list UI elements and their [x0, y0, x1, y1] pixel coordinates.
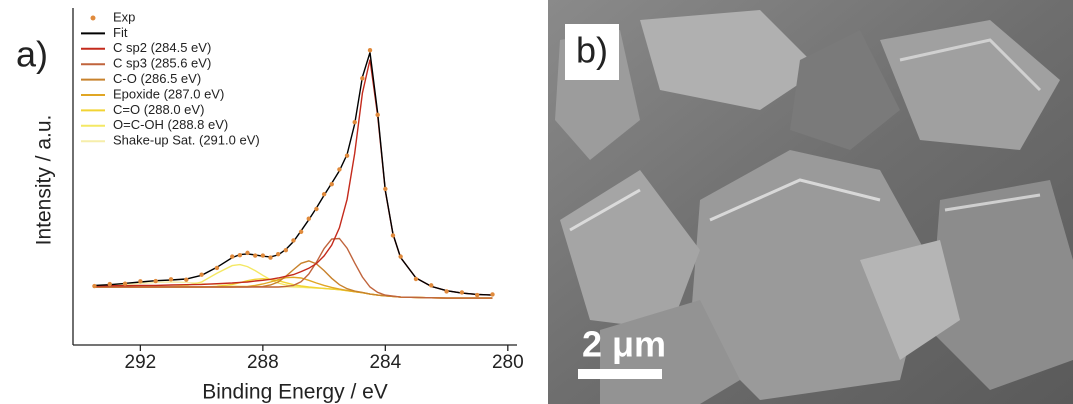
- data-point: [314, 206, 319, 212]
- x-tick-label: 288: [247, 352, 279, 373]
- data-point: [375, 112, 380, 118]
- data-point: [413, 276, 419, 282]
- data-point: [214, 265, 220, 271]
- data-point: [444, 289, 449, 294]
- data-point: [390, 233, 396, 238]
- scale-bar: [578, 369, 662, 379]
- series-line: [94, 52, 493, 296]
- data-point: [252, 253, 258, 258]
- data-point: [344, 153, 350, 158]
- data-point: [383, 186, 388, 192]
- legend-swatch: [90, 15, 96, 21]
- legend-label: Exp: [113, 9, 135, 24]
- legend-label: Fit: [113, 25, 128, 40]
- legend-label: C sp3 (285.6 eV): [113, 56, 211, 71]
- data-point: [92, 283, 97, 289]
- legend-label: C=O (288.0 eV): [113, 102, 204, 117]
- legend-label: Shake-up Sat. (291.0 eV): [113, 133, 260, 148]
- series-line: [94, 237, 493, 299]
- legend-label: Epoxide (287.0 eV): [113, 86, 224, 101]
- data-point: [459, 290, 465, 295]
- legend-label: C-O (286.5 eV): [113, 71, 201, 86]
- scale-bar-label: 2 μm: [582, 324, 666, 365]
- x-tick-label: 280: [492, 352, 524, 373]
- legend-label: C sp2 (284.5 eV): [113, 40, 211, 55]
- data-point: [260, 253, 266, 258]
- panel-label: a): [16, 34, 48, 75]
- data-point: [321, 192, 327, 197]
- data-point: [306, 216, 311, 221]
- data-point: [291, 238, 296, 243]
- data-point: [153, 278, 158, 284]
- data-point: [268, 255, 273, 260]
- data-point: [245, 250, 250, 256]
- data-point: [298, 229, 304, 234]
- data-point: [490, 292, 495, 297]
- panel-label: b): [576, 30, 608, 71]
- y-axis-label: Intensity / a.u.: [33, 115, 56, 246]
- data-point: [398, 254, 403, 259]
- data-point: [122, 281, 128, 286]
- data-point: [474, 292, 480, 298]
- data-point: [329, 182, 334, 187]
- panel-label-box: [565, 24, 619, 80]
- data-point: [107, 281, 112, 287]
- data-point: [230, 254, 235, 259]
- sem-image: [548, 0, 1073, 404]
- data-point: [184, 277, 189, 282]
- data-point: [283, 247, 289, 253]
- data-point: [360, 76, 365, 81]
- data-point: [352, 120, 357, 125]
- legend-label: O=C-OH (288.8 eV): [113, 117, 228, 132]
- x-axis-label: Binding Energy / eV: [202, 381, 388, 404]
- x-tick-label: 292: [125, 352, 157, 373]
- data-point: [367, 48, 373, 53]
- data-point: [275, 252, 281, 257]
- data-point: [168, 277, 174, 282]
- data-point: [429, 283, 434, 288]
- x-tick-label: 284: [369, 352, 401, 373]
- data-point: [337, 167, 342, 172]
- data-point: [138, 279, 143, 284]
- data-point: [199, 272, 204, 277]
- data-point: [237, 253, 243, 258]
